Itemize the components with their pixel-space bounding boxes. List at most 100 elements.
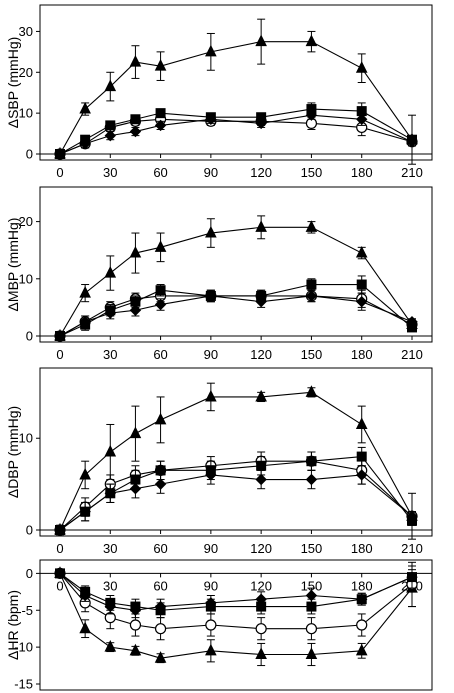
panel-4: 0-5-10-150306090120150180210ΔHR (bpm) (5, 559, 433, 692)
x-tick-label: 180 (351, 578, 373, 593)
x-tick-label: 60 (153, 578, 167, 593)
x-tick-label: 150 (301, 347, 323, 362)
data-point-diamond (205, 597, 217, 609)
data-point-triangle (129, 54, 142, 67)
x-tick-label: 210 (401, 541, 423, 556)
data-point-diamond (104, 307, 116, 319)
data-point-diamond (255, 117, 267, 130)
data-point-triangle (205, 44, 217, 57)
x-tick-label: 0 (56, 347, 63, 362)
series-diamond (54, 109, 418, 160)
series-diamond (54, 289, 418, 342)
series-line-circle (59, 460, 413, 531)
data-point-square (306, 279, 317, 290)
data-point-diamond (356, 593, 368, 605)
data-point-triangle (255, 220, 267, 232)
series-line-circle (59, 118, 413, 155)
data-point-square (306, 456, 317, 467)
y-axis-label: ΔSBP (mmHg) (5, 37, 21, 129)
series-line-diamond (59, 295, 413, 337)
data-point-diamond (104, 600, 116, 613)
data-point-triangle (154, 59, 167, 71)
plot-frame (39, 4, 433, 161)
data-point-diamond (205, 469, 217, 481)
data-point-triangle (79, 467, 91, 480)
x-tick-label: 30 (103, 578, 117, 593)
data-point-diamond (154, 298, 167, 311)
data-point-diamond (406, 571, 418, 583)
data-point-triangle (154, 240, 167, 252)
data-point-diamond (129, 125, 142, 138)
x-tick-label: 210 (401, 347, 423, 362)
data-point-diamond (129, 304, 142, 316)
data-point-square (105, 120, 116, 131)
data-point-diamond (79, 315, 91, 328)
data-point-diamond (356, 113, 368, 125)
x-tick-label: 180 (351, 541, 373, 556)
data-point-diamond (305, 589, 318, 602)
x-tick-label: 60 (153, 347, 167, 362)
series-line-diamond (59, 474, 413, 531)
x-tick-label: 150 (301, 165, 323, 180)
series-line-triangle (59, 391, 413, 531)
plot-frame (39, 367, 433, 537)
data-point-square (155, 108, 166, 119)
y-tick-label: -5 (21, 603, 33, 618)
y-tick-label: 0 (26, 147, 33, 162)
x-tick-label: 180 (351, 347, 373, 362)
y-axis-label: ΔHR (bpm) (5, 590, 21, 660)
x-tick-label: 60 (153, 541, 167, 556)
x-tick-label: 150 (301, 541, 323, 556)
series-line-diamond (59, 114, 413, 155)
data-point-triangle (255, 34, 267, 47)
y-tick-label: 0 (26, 523, 33, 538)
data-point-diamond (305, 290, 318, 302)
data-point-square (256, 460, 267, 471)
data-point-triangle (255, 647, 267, 659)
data-point-diamond (205, 113, 217, 125)
data-point-diamond (255, 593, 267, 605)
data-point-triangle (205, 389, 217, 402)
x-tick-label: 30 (103, 541, 117, 556)
series-line-triangle (59, 41, 413, 155)
x-tick-label: 90 (204, 541, 218, 556)
data-point-triangle (205, 643, 217, 656)
x-tick-label: 60 (153, 165, 167, 180)
data-point-diamond (54, 567, 66, 580)
data-point-diamond (406, 136, 418, 148)
data-point-triangle (305, 220, 318, 232)
data-point-triangle (305, 385, 318, 397)
data-point-square (155, 285, 166, 296)
data-point-diamond (154, 600, 167, 613)
data-point-diamond (356, 469, 368, 481)
y-axis-label: ΔMBP (mmHg) (5, 218, 21, 312)
data-point-diamond (54, 148, 66, 160)
data-point-triangle (305, 34, 318, 47)
plot-frame (39, 186, 433, 343)
series-diamond (54, 465, 418, 536)
x-tick-label: 120 (250, 578, 272, 593)
data-point-triangle (129, 643, 142, 656)
x-tick-label: 180 (351, 165, 373, 180)
data-point-triangle (104, 640, 117, 652)
data-point-diamond (255, 295, 267, 308)
data-point-diamond (54, 524, 66, 536)
y-tick-label: 20 (19, 214, 33, 229)
y-tick-label: -15 (14, 677, 33, 692)
data-point-diamond (79, 505, 91, 518)
x-tick-label: 120 (250, 165, 272, 180)
data-point-diamond (205, 290, 217, 302)
data-point-square (306, 601, 317, 612)
y-tick-label: 30 (19, 24, 33, 39)
x-tick-label: 0 (56, 578, 63, 593)
data-point-square (356, 279, 367, 290)
data-point-square (356, 451, 367, 462)
data-point-diamond (129, 604, 142, 616)
x-tick-label: 90 (204, 578, 218, 593)
data-point-triangle (79, 101, 91, 114)
data-point-diamond (79, 138, 91, 150)
series-triangle (54, 215, 418, 341)
data-point-triangle (129, 426, 142, 439)
x-tick-label: 30 (103, 165, 117, 180)
data-point-diamond (154, 478, 167, 490)
